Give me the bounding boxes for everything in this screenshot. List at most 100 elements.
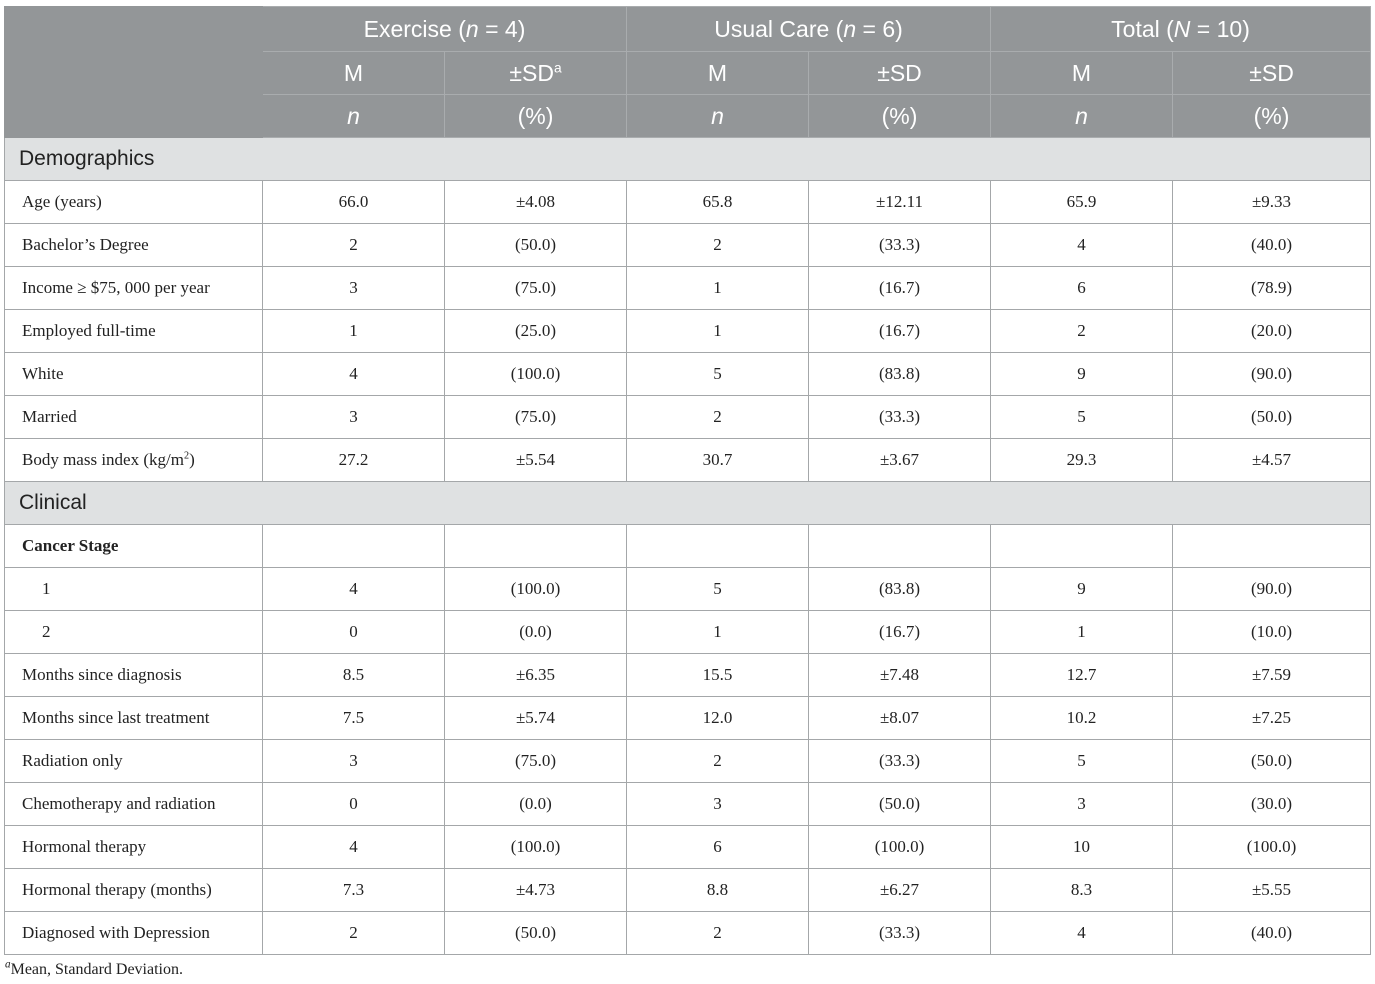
row-label-text: Employed full-time: [22, 321, 156, 340]
header-group-n-var: N: [1173, 15, 1191, 42]
row-label: Employed full-time: [4, 309, 263, 353]
table-row: Months since diagnosis 8.5 ±6.35 15.5 ±7.48 1…: [4, 653, 1372, 697]
table-cell: (33.3): [807, 223, 992, 267]
row-label-text: Married: [22, 407, 77, 426]
table-cell: 12.0: [626, 696, 809, 740]
header-group-label: Usual Care (: [714, 15, 844, 42]
row-label-text: Hormonal therapy (months): [22, 880, 212, 899]
table-row: Chemotherapy and radiation 0 (0.0) 3 (50.0) 3…: [4, 782, 1372, 826]
table-cell: 29.3: [990, 438, 1174, 482]
table-cell: ±6.35: [444, 653, 627, 697]
section-row: Demographics: [3, 137, 1372, 181]
table-header: Exercise (n = 4) Usual Care (n = 6) Tota…: [4, 6, 1372, 138]
table-cell: (25.0): [444, 309, 627, 353]
row-label: Hormonal therapy (months): [4, 868, 263, 912]
table-row: 2 0 (0.0) 1 (16.7) 1 (10.0): [4, 610, 1372, 654]
header-corner: [4, 6, 263, 138]
table-row: Employed full-time 1 (25.0) 1 (16.7) 2 (20.0): [4, 309, 1372, 353]
table-cell: 2: [626, 739, 809, 783]
header-row-stats: M ±SDa M ±SD M ±SD: [5, 51, 1372, 95]
table-cell: 2: [262, 911, 445, 955]
row-label-text: Income ≥ $75, 000 per year: [22, 278, 210, 297]
table-cell: 4: [262, 825, 445, 869]
row-label: Radiation only: [4, 739, 263, 783]
table-cell: ±4.08: [444, 180, 627, 224]
table-cell: 5: [626, 567, 809, 611]
table-cell: (50.0): [807, 782, 992, 826]
header-group-label: Total (: [1111, 15, 1174, 42]
table-cell: (0.0): [444, 610, 627, 654]
row-label-text: Diagnosed with Depression: [22, 923, 210, 942]
table-cell: 3: [990, 782, 1174, 826]
table-cell: (10.0): [1172, 610, 1372, 654]
table-cell: (40.0): [1172, 223, 1372, 267]
table-cell: [990, 524, 1174, 568]
table-cell: (20.0): [1172, 309, 1372, 353]
table-cell: 2: [626, 911, 809, 955]
table-cell: 4: [990, 223, 1174, 267]
table-cell: 9: [990, 352, 1174, 396]
table-cell: (16.7): [807, 266, 992, 310]
table-cell: (16.7): [807, 309, 992, 353]
row-label: Married: [4, 395, 263, 439]
table-cell: 66.0: [262, 180, 445, 224]
table-cell: ±5.54: [444, 438, 627, 482]
table-row: Married 3 (75.0) 2 (33.3) 5 (50.0): [4, 395, 1372, 439]
table-cell: (0.0): [444, 782, 627, 826]
table-cell: 15.5: [626, 653, 809, 697]
table-cell: 5: [990, 395, 1174, 439]
table-cell: 65.9: [990, 180, 1174, 224]
header-row-groups: Exercise (n = 4) Usual Care (n = 6) Tota…: [4, 6, 1372, 138]
table-cell: 0: [262, 782, 445, 826]
table-cell: 10: [990, 825, 1174, 869]
row-label: Months since last treatment: [4, 696, 263, 740]
table-cell: (83.8): [807, 352, 992, 396]
table-cell: 27.2: [262, 438, 445, 482]
table-cell: ±8.07: [807, 696, 992, 740]
row-label: Body mass index (kg/m2): [4, 438, 263, 482]
header-n: n: [262, 94, 445, 138]
table-row: Radiation only 3 (75.0) 2 (33.3) 5 (50.0): [4, 739, 1372, 783]
table-cell: 1: [262, 309, 445, 353]
header-percent: (%): [444, 94, 627, 138]
header-mean: M: [262, 51, 445, 95]
table-cell: (90.0): [1172, 567, 1372, 611]
row-label-text: Months since last treatment: [22, 708, 210, 727]
table-cell: (100.0): [1172, 825, 1372, 869]
row-label-text: 1: [42, 579, 51, 598]
table-cell: 2: [262, 223, 445, 267]
table-cell: [444, 524, 627, 568]
table-cell: 2: [626, 223, 809, 267]
table-cell: 10.2: [990, 696, 1174, 740]
row-label-text: Bachelor’s Degree: [22, 235, 149, 254]
table-cell: 4: [990, 911, 1174, 955]
row-label-text: Months since diagnosis: [22, 665, 182, 684]
header-group-total: Total (N = 10): [990, 6, 1372, 52]
table-cell: 1: [990, 610, 1174, 654]
table-cell: 7.3: [262, 868, 445, 912]
table-cell: [807, 524, 992, 568]
table-cell: ±5.55: [1172, 868, 1372, 912]
table-cell: (50.0): [1172, 395, 1372, 439]
footnote-marker: a: [5, 958, 11, 971]
header-n: n: [626, 94, 809, 138]
table-row: Months since last treatment 7.5 ±5.74 12.0 ±…: [4, 696, 1372, 740]
row-label-text: Body mass index (kg/m: [22, 450, 184, 469]
table-cell: [626, 524, 809, 568]
table-cell: 3: [262, 266, 445, 310]
table-cell: (100.0): [444, 352, 627, 396]
table-cell: 2: [990, 309, 1174, 353]
row-label-superscript: 2: [183, 450, 190, 462]
table-cell: 12.7: [990, 653, 1174, 697]
table-cell: 1: [626, 309, 809, 353]
row-label: 2: [4, 610, 263, 654]
header-row-counts: n (%) n (%) n (%): [5, 94, 1372, 138]
table-body: Demographics Age (years) 66.0 ±4.08 65.8 ±12.…: [3, 137, 1372, 955]
header-mean: M: [626, 51, 809, 95]
row-label-text: 2: [42, 622, 51, 641]
row-label-text: White: [22, 364, 64, 383]
table-row: Hormonal therapy (months) 7.3 ±4.73 8.8 ±6.2…: [4, 868, 1372, 912]
header-sd-label: ±SD: [509, 59, 554, 86]
table-cell: 5: [990, 739, 1174, 783]
row-label: Chemotherapy and radiation: [4, 782, 263, 826]
